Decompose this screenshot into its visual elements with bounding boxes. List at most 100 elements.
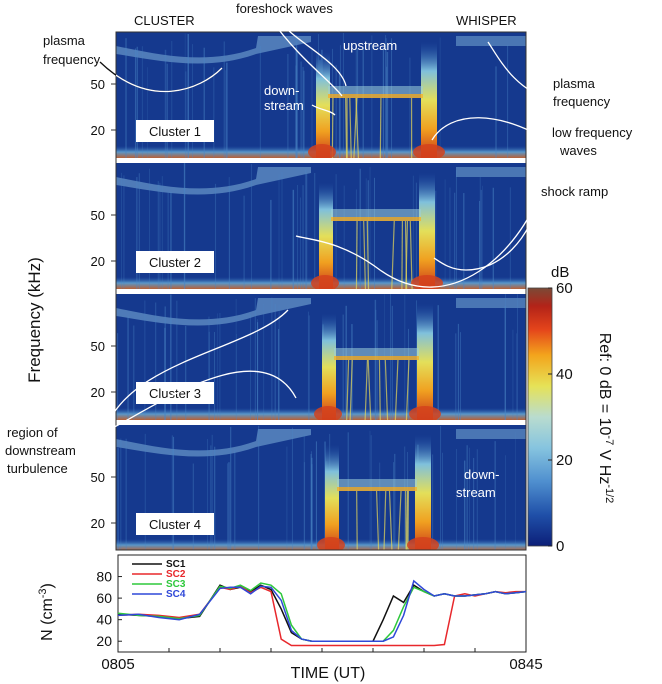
turbulence-blob-right (413, 144, 445, 160)
frequency-axis-label: Frequency (kHz) (25, 257, 44, 383)
foreshock-streak (409, 220, 413, 290)
colorbar-ticks: 60 40 20 0 (548, 280, 573, 555)
downstream-label-1: down- (264, 83, 299, 98)
colorbar-ref-exp1: -7 (603, 435, 615, 445)
upstream-label: upstream (343, 38, 397, 53)
panel-separator (116, 420, 526, 425)
annotation-arrows (99, 17, 553, 433)
upstream-halo (337, 479, 417, 487)
foreshock-streak (406, 490, 409, 550)
turbulence-blob-left (308, 144, 336, 160)
frequency-tick-label: 20 (91, 254, 105, 269)
foreshock-streak (383, 490, 387, 550)
foreshock-streak (356, 490, 358, 550)
density-x-tick-label: 0805 (101, 656, 134, 673)
colorbar-ref-mid: V Hz (596, 445, 613, 484)
legend-label: SC2 (166, 569, 186, 580)
arrow-foreshock-b (269, 17, 343, 97)
colorbar-unit: dB (551, 264, 569, 281)
arrow-low-freq (431, 117, 551, 143)
foreshock-streak (401, 220, 403, 290)
panel-separator (116, 158, 526, 163)
arrow-plasma-right (487, 41, 553, 101)
colorbar-tick-label: 60 (556, 280, 573, 297)
arrow-shock-ramp-a (295, 191, 541, 288)
panel-label-box (136, 251, 214, 273)
foreshock-streak (378, 359, 381, 421)
foreshock-streak (366, 220, 370, 290)
arrow-plasma-left-inside (116, 67, 223, 93)
spectrogram-panel-2 (116, 158, 526, 291)
turbulence-blob-left (317, 537, 345, 550)
legend-label: SC3 (166, 579, 186, 590)
foreshock-waves-label: foreshock waves (236, 1, 333, 16)
density-ylabel-exp: -3 (37, 588, 49, 598)
region-label-3: turbulence (7, 461, 68, 476)
colorbar-ref-exp2: -1/2 (603, 484, 615, 503)
spectrogram-frame (115, 31, 527, 551)
foreshock-streak (364, 359, 369, 421)
low-frequency-label-1: low frequency (552, 125, 633, 140)
legend-label: SC1 (166, 559, 186, 570)
colorbar-tick-label: 40 (556, 366, 573, 383)
downstream-label-2: stream (264, 98, 304, 113)
colorbar-reference: Ref: 0 dB = 10-7 V Hz-1/2 (596, 333, 615, 504)
panel-label-box (136, 513, 214, 535)
arrow-foreshock-a (277, 17, 347, 87)
shock-ramp-left (322, 314, 336, 420)
density-y-tick-label: 40 (96, 612, 112, 628)
panel-label: Cluster 2 (149, 255, 201, 270)
colorbar (527, 287, 553, 547)
colorbar-tick-label: 20 (556, 452, 573, 469)
density-y-tick-label: 20 (96, 633, 112, 649)
shock-ramp-right (419, 173, 435, 289)
panel-label-box (136, 120, 214, 142)
upstream-halo (328, 86, 423, 94)
foreshock-streak (375, 490, 380, 550)
arrow-region-b (104, 370, 297, 433)
whisper-label: WHISPER (456, 13, 517, 28)
frequency-tick-label: 50 (91, 339, 105, 354)
plasma-band-right (456, 298, 526, 308)
plasma-band (116, 429, 311, 457)
foreshock-streak (379, 97, 382, 159)
shock-ramp-right (421, 42, 437, 158)
plasma-band-right (456, 36, 526, 46)
plasma-frequency-right-1: plasma (553, 76, 596, 91)
plasma-frequency-left-1: plasma (43, 33, 86, 48)
foreshock-streak (349, 359, 353, 421)
frequency-tick-label: 20 (91, 516, 105, 531)
arrow-region-a (104, 309, 289, 431)
density-y-tick-label: 60 (96, 590, 112, 606)
panel-separator (116, 289, 526, 294)
panel-label: Cluster 1 (149, 124, 201, 139)
shock-ramp-left (325, 445, 339, 550)
density-plot-frame (117, 554, 527, 653)
foreshock-streak (345, 97, 348, 159)
plasma-band-right (456, 167, 526, 177)
turbulence-blob-right (407, 537, 439, 550)
plasma-frequency-right-2: frequency (553, 94, 611, 109)
foreshock-streak (405, 359, 410, 421)
shock-ramp-left (319, 183, 333, 289)
spectrogram-y-axis: 50 20 50 20 50 20 50 20 (91, 77, 116, 531)
foreshock-streak (404, 220, 408, 290)
foreshock-streak (388, 490, 393, 550)
region-label-2: downstream (5, 443, 76, 458)
panel-label-box (136, 382, 214, 404)
frequency-tick-label: 50 (91, 77, 105, 92)
density-series-sc4 (117, 579, 527, 642)
frequency-tick-label: 20 (91, 123, 105, 138)
density-ylabel-end: ) (39, 583, 56, 588)
density-y-tick-label: 80 (96, 569, 112, 585)
plasma-frequency-left-2: frequency (43, 52, 101, 67)
shock-ramp-right (417, 304, 433, 420)
arrow-shock-ramp-b (433, 194, 541, 271)
colorbar-tick-label: 0 (556, 538, 564, 555)
foreshock-streak (355, 97, 360, 159)
density-ylabel-main: N (cm (39, 598, 56, 641)
time-axis-label: TIME (UT) (291, 665, 366, 682)
foreshock-streak (394, 359, 399, 421)
shock-ramp-right (415, 435, 431, 550)
